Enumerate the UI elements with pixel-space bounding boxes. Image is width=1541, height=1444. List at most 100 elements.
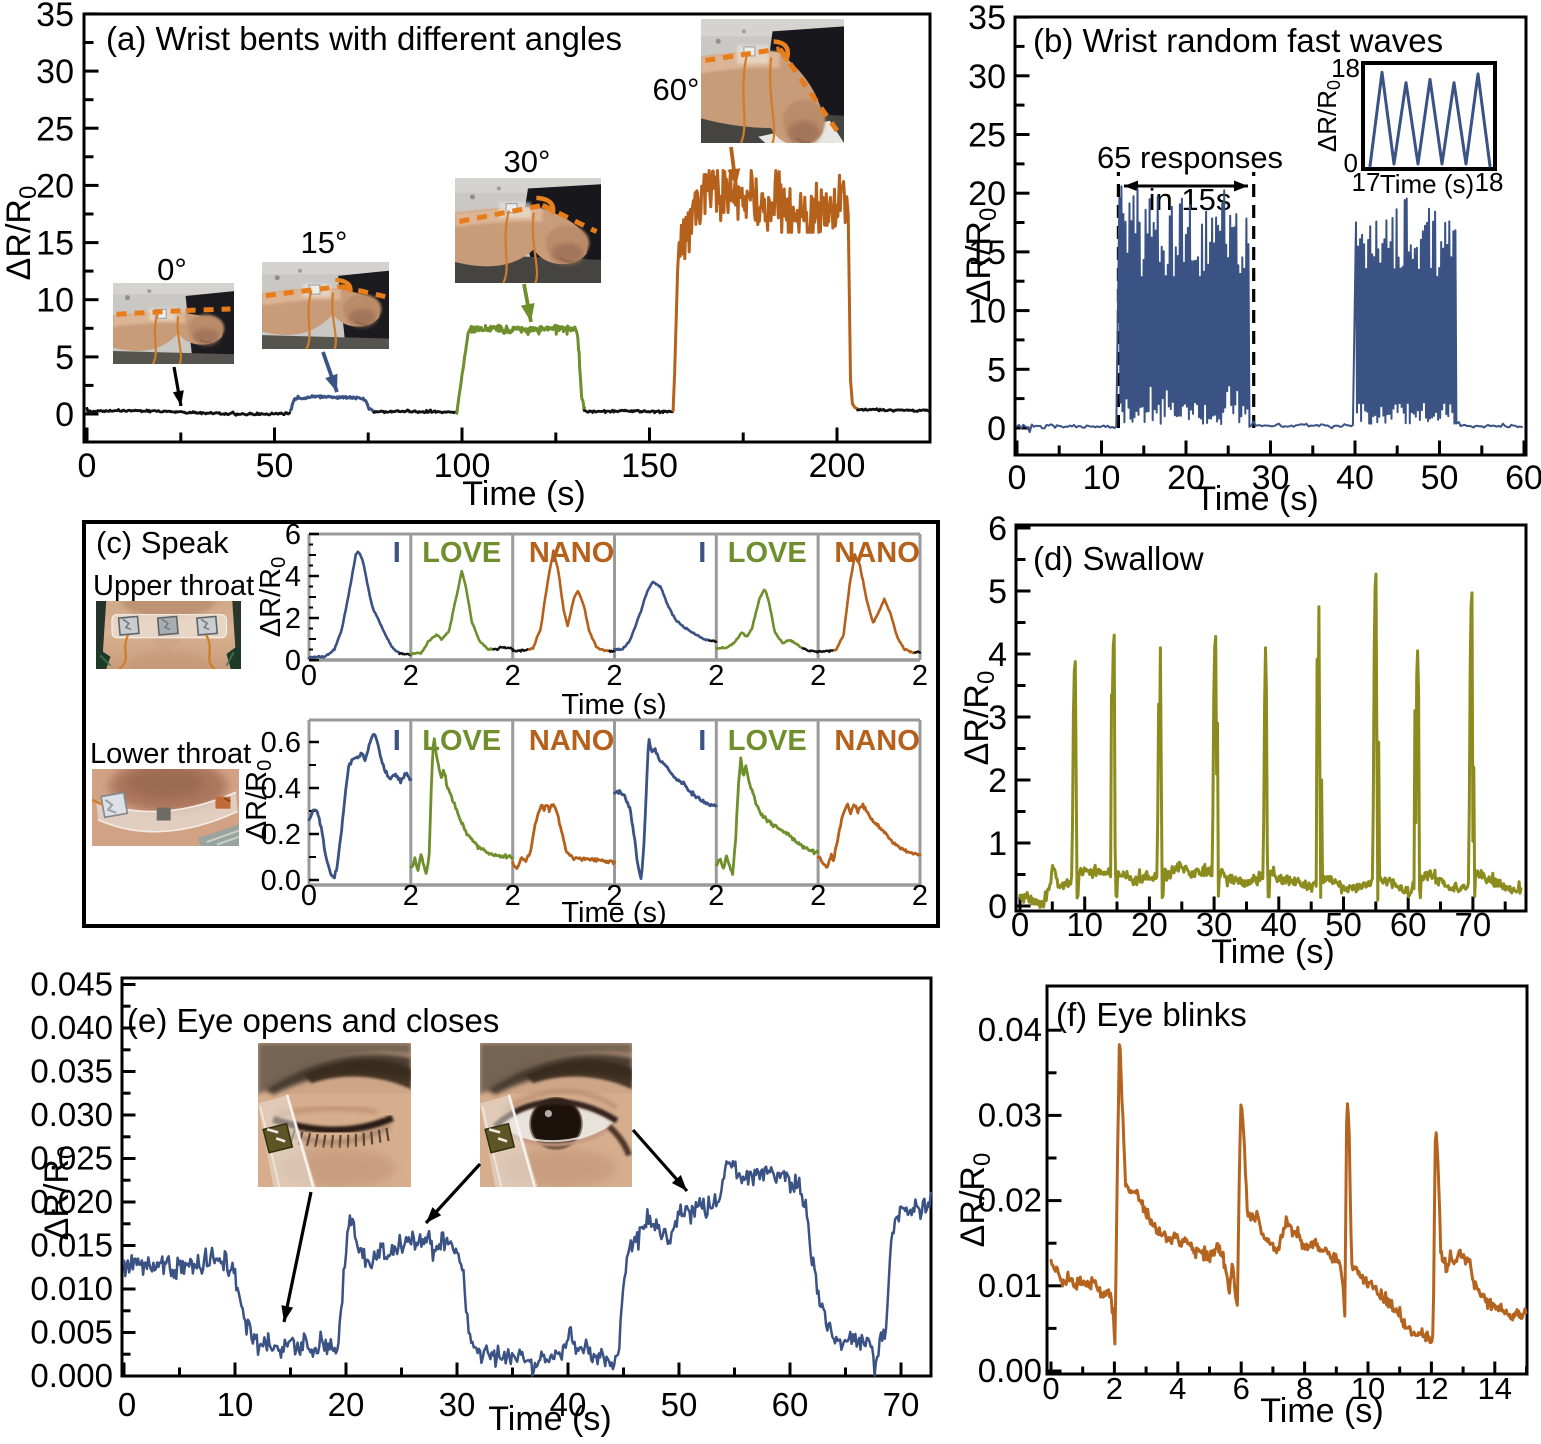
svg-text:0: 0 bbox=[1008, 459, 1027, 497]
svg-text:2: 2 bbox=[708, 660, 724, 692]
svg-text:10: 10 bbox=[217, 1386, 254, 1423]
svg-text:4: 4 bbox=[1169, 1371, 1186, 1406]
svg-text:150: 150 bbox=[621, 447, 678, 485]
svg-text:2: 2 bbox=[1106, 1371, 1123, 1406]
svg-text:2: 2 bbox=[403, 660, 419, 692]
svg-text:10: 10 bbox=[968, 293, 1006, 331]
svg-text:2: 2 bbox=[988, 762, 1007, 800]
svg-text:(d) Swallow: (d) Swallow bbox=[1033, 540, 1204, 577]
svg-text:18: 18 bbox=[1475, 167, 1504, 197]
svg-text:30°: 30° bbox=[504, 144, 551, 179]
svg-text:0: 0 bbox=[118, 1386, 136, 1423]
svg-text:30: 30 bbox=[439, 1386, 476, 1423]
svg-text:5: 5 bbox=[55, 339, 74, 377]
svg-text:ΔR/R0: ΔR/R0 bbox=[241, 760, 276, 840]
svg-text:0.4: 0.4 bbox=[261, 773, 301, 805]
svg-text:20: 20 bbox=[328, 1386, 365, 1423]
svg-text:30: 30 bbox=[1196, 906, 1233, 943]
svg-text:LOVE: LOVE bbox=[728, 537, 807, 569]
svg-text:3: 3 bbox=[988, 699, 1007, 737]
svg-text:0.030: 0.030 bbox=[30, 1096, 113, 1133]
svg-text:0.04: 0.04 bbox=[978, 1011, 1042, 1048]
svg-text:10: 10 bbox=[1351, 1371, 1385, 1406]
svg-text:ΔR/R0: ΔR/R0 bbox=[960, 208, 1002, 303]
svg-text:4: 4 bbox=[285, 561, 301, 593]
svg-text:0.025: 0.025 bbox=[30, 1140, 113, 1177]
svg-text:50: 50 bbox=[256, 447, 294, 485]
svg-text:I: I bbox=[393, 725, 401, 757]
svg-text:40: 40 bbox=[550, 1386, 587, 1423]
svg-text:200: 200 bbox=[809, 447, 866, 485]
svg-text:I: I bbox=[698, 537, 706, 569]
svg-text:Time (s): Time (s) bbox=[561, 897, 666, 929]
svg-text:1: 1 bbox=[988, 825, 1007, 863]
svg-text:20: 20 bbox=[36, 167, 74, 205]
svg-text:(c) Speak: (c) Speak bbox=[96, 525, 229, 560]
svg-text:65 responses: 65 responses bbox=[1097, 140, 1283, 175]
svg-text:2: 2 bbox=[505, 880, 521, 912]
svg-text:20: 20 bbox=[1131, 906, 1168, 943]
svg-text:0.0: 0.0 bbox=[261, 865, 301, 897]
svg-text:15°: 15° bbox=[301, 225, 348, 260]
svg-text:17: 17 bbox=[1352, 167, 1381, 197]
svg-text:10: 10 bbox=[1066, 906, 1103, 943]
svg-text:2: 2 bbox=[403, 880, 419, 912]
svg-text:2: 2 bbox=[912, 660, 928, 692]
svg-text:Time (s): Time (s) bbox=[462, 475, 585, 513]
svg-text:0: 0 bbox=[987, 410, 1006, 448]
svg-text:15: 15 bbox=[968, 234, 1006, 272]
svg-text:(b) Wrist random fast waves: (b) Wrist random fast waves bbox=[1033, 22, 1443, 59]
svg-text:40: 40 bbox=[1336, 459, 1374, 497]
svg-text:60: 60 bbox=[772, 1386, 809, 1423]
svg-text:Time (s): Time (s) bbox=[561, 689, 666, 721]
svg-text:0.015: 0.015 bbox=[30, 1227, 113, 1264]
svg-text:2: 2 bbox=[810, 880, 826, 912]
svg-text:Time (s): Time (s) bbox=[1380, 169, 1474, 199]
svg-text:2: 2 bbox=[606, 880, 622, 912]
svg-text:15: 15 bbox=[36, 225, 74, 263]
svg-text:0: 0 bbox=[301, 660, 317, 692]
svg-text:Time (s): Time (s) bbox=[488, 1400, 611, 1438]
svg-text:2: 2 bbox=[606, 660, 622, 692]
svg-text:(f) Eye blinks: (f) Eye blinks bbox=[1056, 996, 1247, 1033]
svg-text:20: 20 bbox=[968, 175, 1006, 213]
svg-text:6: 6 bbox=[1233, 1371, 1250, 1406]
svg-text:Upper throat: Upper throat bbox=[93, 570, 254, 602]
svg-text:Lower throat: Lower throat bbox=[90, 738, 251, 770]
svg-text:0.00: 0.00 bbox=[978, 1352, 1042, 1389]
svg-text:Time (s): Time (s) bbox=[1195, 480, 1318, 518]
svg-text:50: 50 bbox=[1421, 459, 1459, 497]
svg-text:0: 0 bbox=[988, 888, 1007, 926]
svg-text:2: 2 bbox=[912, 880, 928, 912]
svg-text:0.02: 0.02 bbox=[978, 1182, 1042, 1219]
svg-text:0: 0 bbox=[1011, 906, 1029, 943]
svg-text:0.045: 0.045 bbox=[30, 966, 113, 1003]
svg-text:(e) Eye opens and closes: (e) Eye opens and closes bbox=[127, 1002, 499, 1039]
svg-text:2: 2 bbox=[285, 603, 301, 635]
svg-text:ΔR/R0: ΔR/R0 bbox=[958, 671, 1000, 766]
svg-text:2: 2 bbox=[810, 660, 826, 692]
svg-text:50: 50 bbox=[1325, 906, 1362, 943]
svg-text:0.2: 0.2 bbox=[261, 819, 301, 851]
svg-text:2: 2 bbox=[505, 660, 521, 692]
svg-text:30: 30 bbox=[968, 58, 1006, 96]
svg-text:I: I bbox=[393, 537, 401, 569]
svg-text:30: 30 bbox=[1252, 459, 1290, 497]
svg-text:60°: 60° bbox=[653, 72, 700, 107]
svg-text:70: 70 bbox=[1455, 906, 1492, 943]
svg-text:10: 10 bbox=[1083, 459, 1121, 497]
svg-text:0: 0 bbox=[55, 396, 74, 434]
svg-text:0.040: 0.040 bbox=[30, 1009, 113, 1046]
svg-text:I: I bbox=[698, 725, 706, 757]
svg-text:25: 25 bbox=[36, 110, 74, 148]
svg-text:LOVE: LOVE bbox=[422, 537, 501, 569]
svg-text:ΔR/R0: ΔR/R0 bbox=[255, 557, 290, 637]
svg-text:14: 14 bbox=[1478, 1371, 1512, 1406]
svg-text:0.03: 0.03 bbox=[978, 1096, 1042, 1133]
svg-text:0: 0 bbox=[78, 447, 97, 485]
svg-text:20: 20 bbox=[1167, 459, 1205, 497]
svg-text:NANO: NANO bbox=[834, 537, 919, 569]
svg-text:0.01: 0.01 bbox=[978, 1267, 1042, 1304]
svg-text:8: 8 bbox=[1296, 1371, 1313, 1406]
svg-text:LOVE: LOVE bbox=[728, 725, 807, 757]
